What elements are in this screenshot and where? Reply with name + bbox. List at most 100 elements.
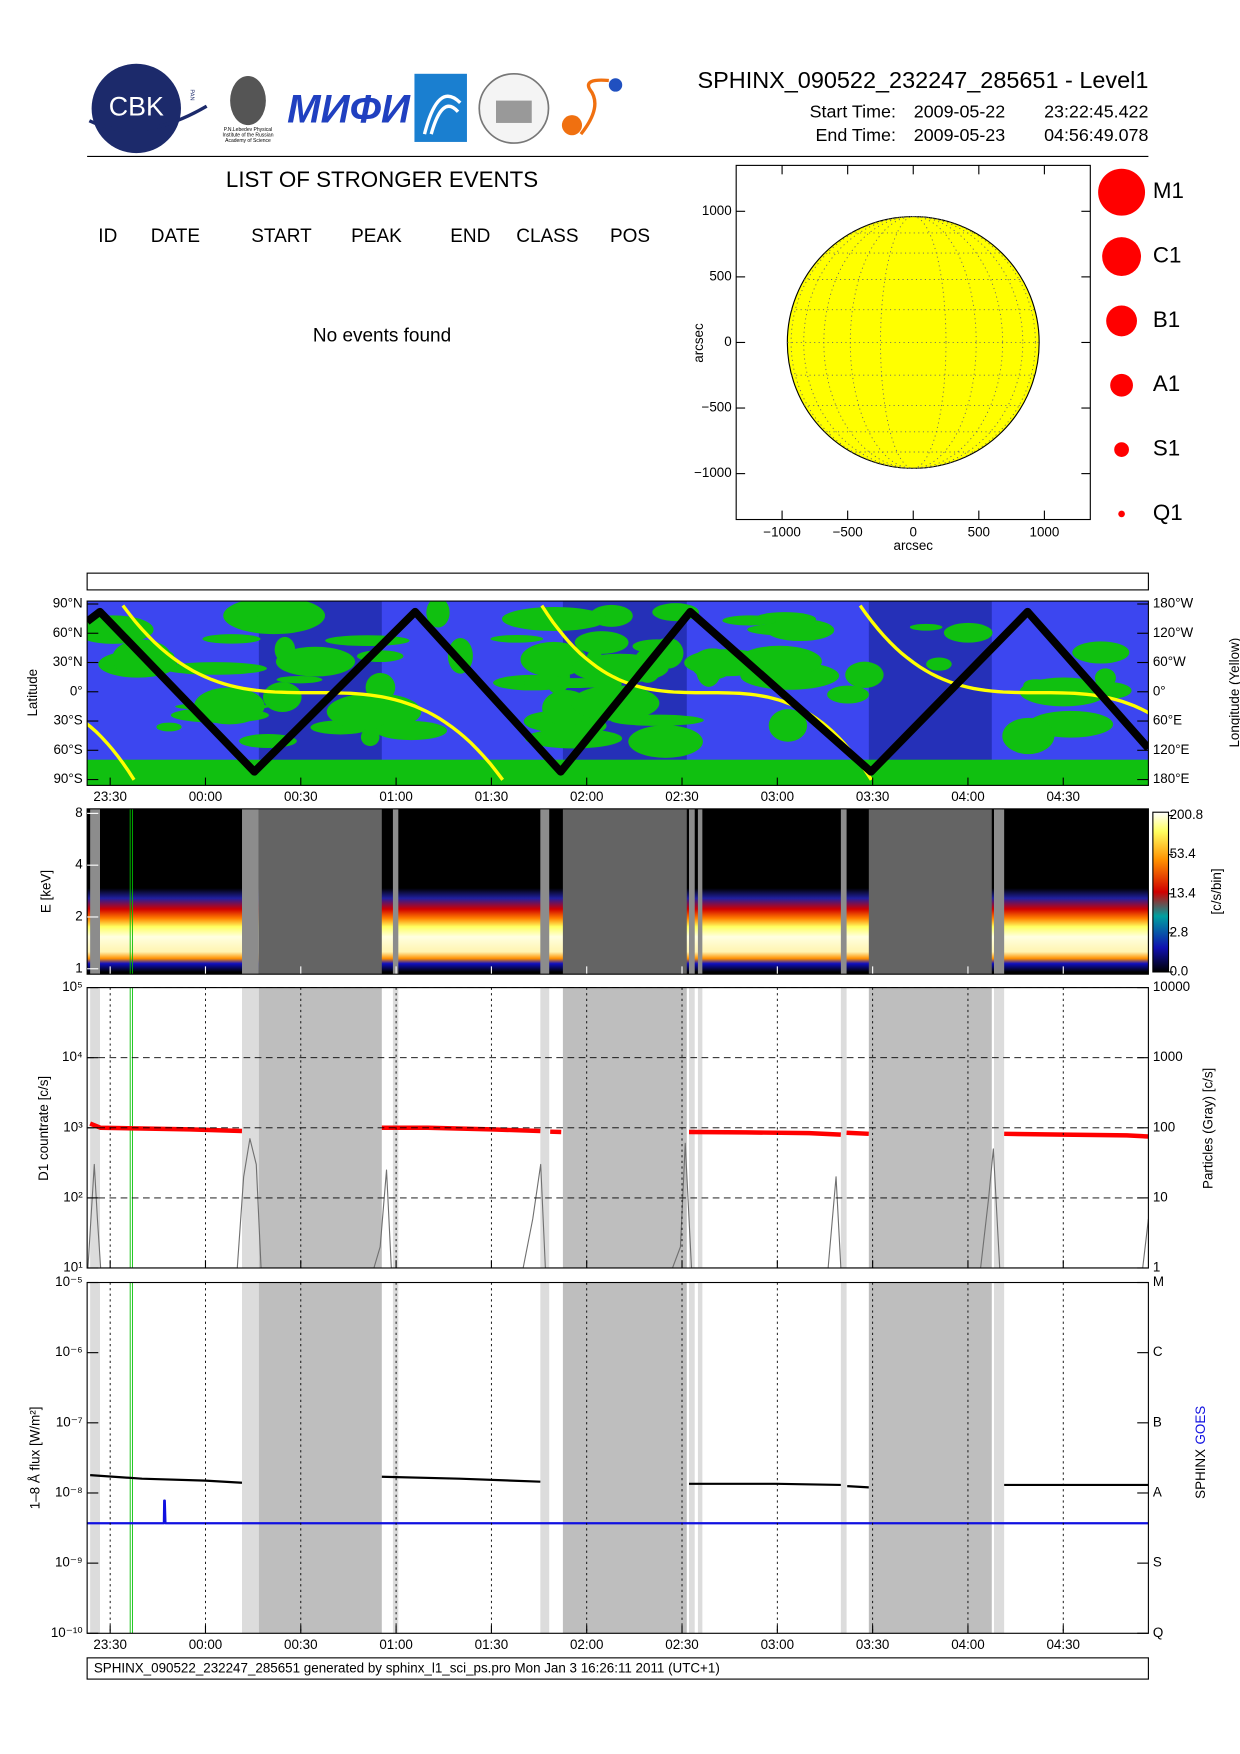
portrait	[230, 76, 266, 126]
y2-tick-label: M	[1153, 1274, 1164, 1289]
column-header: CLASS	[516, 226, 578, 247]
colorbar-label: 200.8	[1170, 807, 1204, 822]
y-tick-label: 10⁻⁷	[56, 1414, 83, 1429]
y-tick-label: 500	[709, 268, 731, 283]
y-tick-label: 10⁴	[62, 1049, 83, 1064]
y2-tick-label: 180°W	[1153, 596, 1194, 611]
legend-label: S1	[1153, 435, 1180, 460]
data-gap	[697, 987, 703, 1268]
y-tick-label: 30°N	[53, 654, 83, 669]
land	[194, 687, 265, 725]
x-tick-label: 02:00	[570, 789, 604, 804]
eclipse	[562, 808, 687, 975]
x-tick-label: 01:30	[475, 789, 509, 804]
y2-tick-label: A	[1153, 1485, 1162, 1500]
y-tick-label: 60°N	[53, 625, 83, 640]
column-header: START	[251, 226, 312, 247]
x-tick-label: 02:30	[665, 789, 699, 804]
x-tick-label: −1000	[763, 524, 801, 539]
x-tick-label: 00:30	[284, 789, 318, 804]
end-label: End Time:	[816, 125, 896, 145]
legend-entry: GOES	[1192, 1406, 1207, 1445]
data-gap	[840, 1282, 847, 1634]
x-tick-label: 03:30	[856, 789, 890, 804]
data-gap	[540, 808, 550, 975]
legend-marker	[1118, 510, 1125, 518]
logo-text: Institute of the Russian	[222, 133, 273, 139]
x-tick-label: 1000	[1030, 524, 1060, 539]
x-tick-label: 04:30	[1046, 789, 1080, 804]
legend-label: M1	[1153, 178, 1184, 203]
land	[156, 722, 182, 732]
data-gap	[840, 987, 847, 1268]
end-time: 04:56:49.078	[1044, 125, 1148, 145]
y-axis-title: D1 countrate [c/s]	[36, 1076, 51, 1181]
y-tick-label: −1000	[694, 465, 732, 480]
legend-marker	[1106, 305, 1138, 337]
colorbar-title: [c/s/bin]	[1209, 868, 1224, 914]
land	[909, 623, 943, 631]
land	[360, 728, 380, 747]
land	[926, 657, 952, 671]
logo-text: Academy of Science	[225, 138, 271, 144]
y2-axis-title: SPHINX GOES	[1192, 1406, 1207, 1499]
flux-plot	[87, 1282, 1149, 1634]
land	[943, 622, 993, 643]
end-date: 2009-05-23	[914, 125, 1005, 145]
land	[253, 610, 279, 618]
land	[845, 661, 884, 689]
y-axis-title: arcsec	[691, 323, 706, 363]
seal-building	[496, 100, 532, 123]
land	[276, 675, 323, 684]
y-tick-label: 1000	[702, 203, 732, 218]
logo-text: PAN	[189, 89, 195, 100]
land	[163, 662, 267, 675]
y2-tick-label: 180°E	[1153, 771, 1190, 786]
panel-frame	[86, 1281, 1149, 1634]
land	[325, 635, 410, 647]
column-header: POS	[610, 226, 650, 247]
y-tick-label: 90°S	[53, 771, 82, 786]
land	[827, 685, 869, 704]
data-gap	[840, 808, 847, 975]
data-gap	[697, 1282, 703, 1634]
y-tick-label: 90°N	[53, 596, 83, 611]
x-tick-label: 03:00	[761, 1637, 795, 1652]
y-tick-label: 10⁻⁸	[55, 1485, 83, 1500]
x-tick-label: 00:00	[189, 789, 223, 804]
y-tick-label: 10³	[63, 1119, 83, 1134]
land	[490, 634, 544, 643]
eclipse	[258, 808, 382, 975]
logos: CBK PAN P.N.Lebedev Physical Institute o…	[88, 63, 623, 154]
y2-tick-label: 1	[1153, 1260, 1160, 1275]
report-title: SPHINX_090522_232247_285651 - Level1	[698, 67, 1149, 93]
panel-frame	[86, 600, 1149, 786]
x-tick-label: 0	[910, 524, 917, 539]
logo-box	[414, 73, 467, 142]
legend-label: B1	[1153, 307, 1180, 332]
eclipse	[868, 1282, 992, 1634]
y2-tick-label: 100	[1153, 1119, 1175, 1134]
cbk-logo	[91, 63, 181, 154]
y-tick-label: 10⁻⁵	[55, 1274, 83, 1289]
x-tick-label: 04:00	[951, 1637, 985, 1652]
longitude-curve	[121, 604, 505, 781]
land	[722, 615, 777, 626]
data-gap	[242, 1282, 259, 1634]
legend-label: A1	[1153, 371, 1180, 396]
x-tick-label: −500	[833, 524, 863, 539]
data-gap	[242, 808, 259, 975]
y2-tick-label: 60°W	[1153, 654, 1186, 669]
data-gap	[993, 1282, 1005, 1634]
start-label: Start Time:	[810, 102, 896, 122]
land	[520, 641, 587, 677]
land	[525, 728, 623, 749]
land	[202, 634, 261, 644]
y2-tick-label: 10	[1153, 1189, 1168, 1204]
y2-tick-label: S	[1153, 1555, 1162, 1570]
y-axis-title: 1–8 Å flux [W/m²]	[27, 1407, 42, 1510]
y-tick-label: 4	[75, 857, 83, 872]
y-tick-label: 0	[724, 334, 731, 349]
events-message: No events found	[313, 325, 451, 346]
legend-marker	[1114, 442, 1129, 457]
